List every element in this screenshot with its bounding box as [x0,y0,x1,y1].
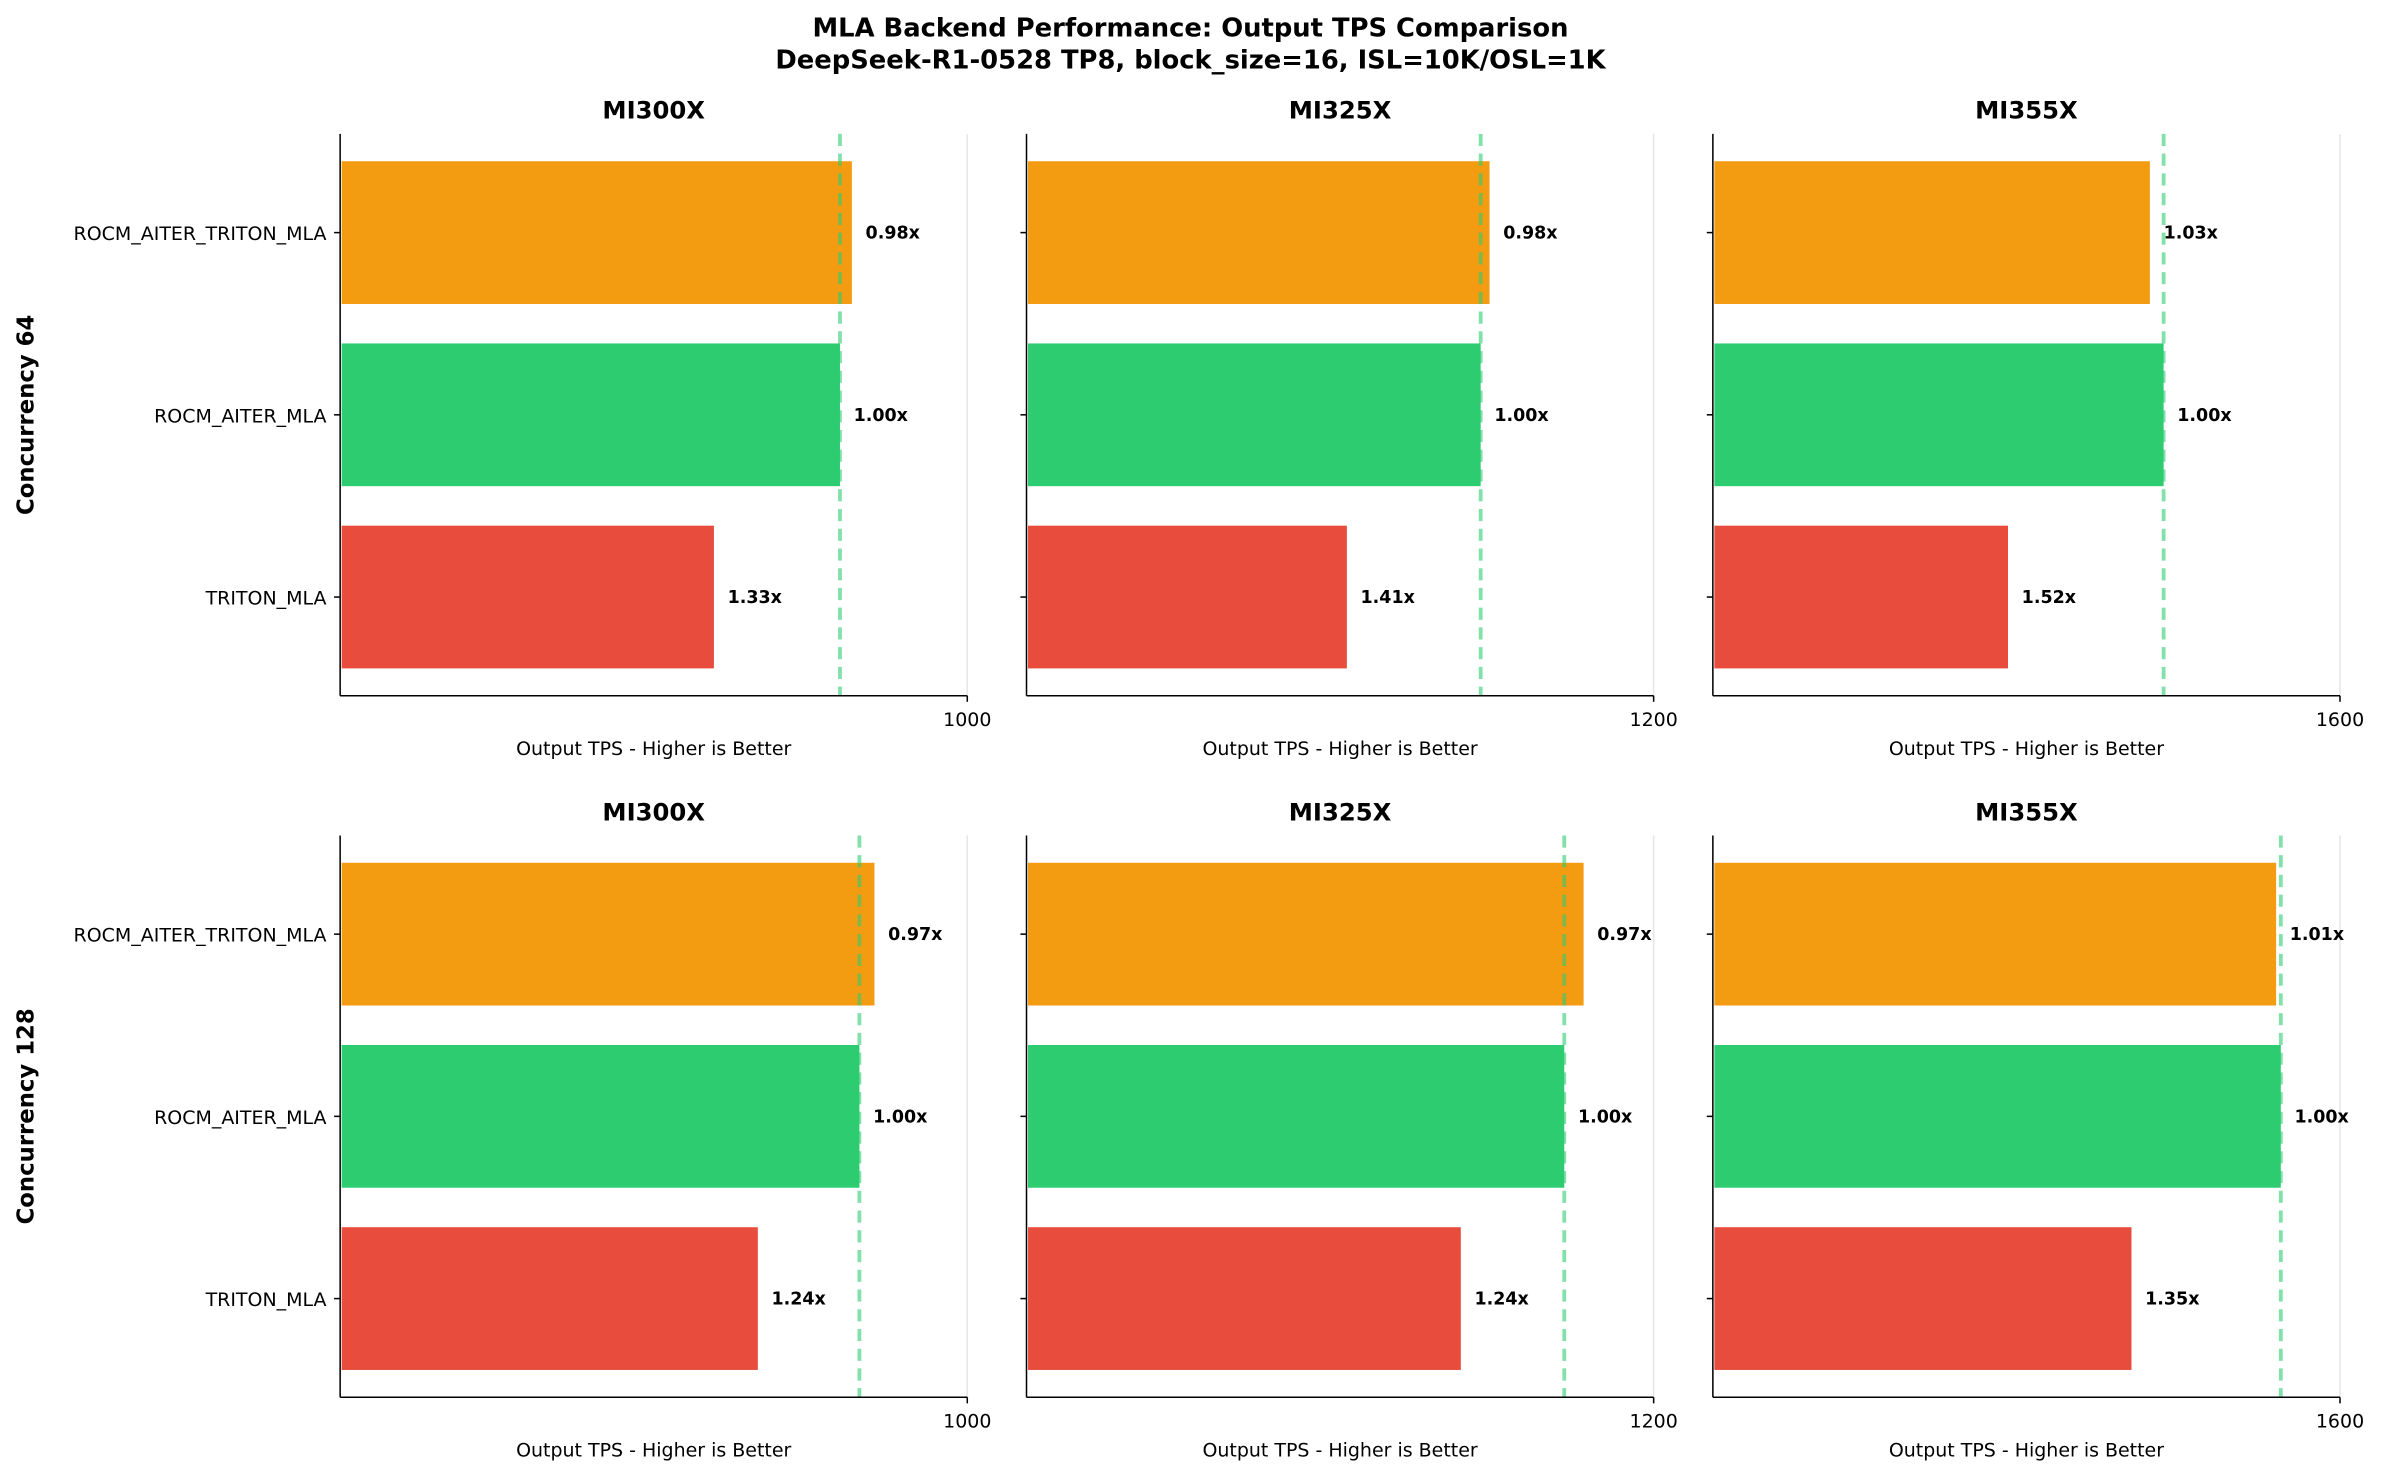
x-tick-label: 1200 [1630,709,1678,731]
bar [1714,525,2009,669]
data-label: 1.00x [2177,406,2231,426]
bar [341,525,714,669]
data-label: 1.33x [728,588,782,608]
x-axis-label: Output TPS - Higher is Better [516,1440,791,1462]
chart-title: MLA Backend Performance: Output TPS Comp… [813,14,1569,44]
data-label: 1.00x [2294,1107,2348,1127]
x-tick-label: 1000 [943,709,991,731]
bar [1028,343,1481,487]
panel-title: MI300X [602,96,705,125]
row-label: Concurrency 64 [13,315,39,515]
bar [341,1227,758,1370]
data-label: 1.00x [873,1107,927,1127]
panel-title: MI325X [1289,96,1392,125]
panel-title: MI355X [1975,797,2078,826]
data-label: 1.52x [2022,588,2076,608]
chart-subtitle: DeepSeek-R1-0528 TP8, block_size=16, ISL… [775,46,1606,76]
data-label: 1.24x [771,1290,825,1310]
bar [1028,862,1584,1006]
x-axis-label: Output TPS - Higher is Better [1202,1440,1477,1462]
data-label: 1.24x [1474,1290,1528,1310]
data-label: 1.41x [1361,588,1415,608]
bar [1028,1227,1461,1370]
y-tick-label: ROCM_AITER_MLA [154,405,326,427]
panel-title: MI325X [1289,797,1392,826]
data-label: 0.97x [888,925,942,945]
panel-title: MI300X [602,797,705,826]
y-tick-label: ROCM_AITER_TRITON_MLA [74,223,327,245]
bar [1714,1044,2281,1188]
bar [341,343,840,487]
data-label: 0.98x [866,224,920,244]
bar [1028,525,1347,669]
data-label: 1.00x [854,406,908,426]
data-label: 1.01x [2290,925,2344,945]
bar [1714,343,2164,487]
data-label: 0.98x [1503,224,1557,244]
data-label: 1.00x [1494,406,1548,426]
bar [1714,161,2150,304]
x-tick-label: 1600 [2316,1411,2364,1433]
data-label: 1.03x [2164,224,2218,244]
data-label: 0.97x [1597,925,1651,945]
x-tick-label: 1000 [943,1411,991,1433]
data-label: 1.00x [1578,1107,1632,1127]
x-axis-label: Output TPS - Higher is Better [1202,738,1477,760]
bar [341,1044,860,1188]
y-tick-label: ROCM_AITER_TRITON_MLA [74,925,327,947]
x-tick-label: 1200 [1630,1411,1678,1433]
x-axis-label: Output TPS - Higher is Better [1889,1440,2164,1462]
y-tick-label: ROCM_AITER_MLA [154,1107,326,1129]
x-axis-label: Output TPS - Higher is Better [516,738,791,760]
bar [341,161,852,304]
bar [1714,862,2277,1006]
panel-title: MI355X [1975,96,2078,125]
x-axis-label: Output TPS - Higher is Better [1889,738,2164,760]
data-label: 1.35x [2145,1290,2199,1310]
bar [1714,1227,2132,1370]
bar [1028,161,1490,304]
row-label: Concurrency 128 [13,1008,39,1224]
y-tick-label: TRITON_MLA [205,1289,327,1311]
y-tick-label: TRITON_MLA [205,588,327,610]
bar [1028,1044,1565,1188]
x-tick-label: 1600 [2316,709,2364,731]
bar [341,862,875,1006]
